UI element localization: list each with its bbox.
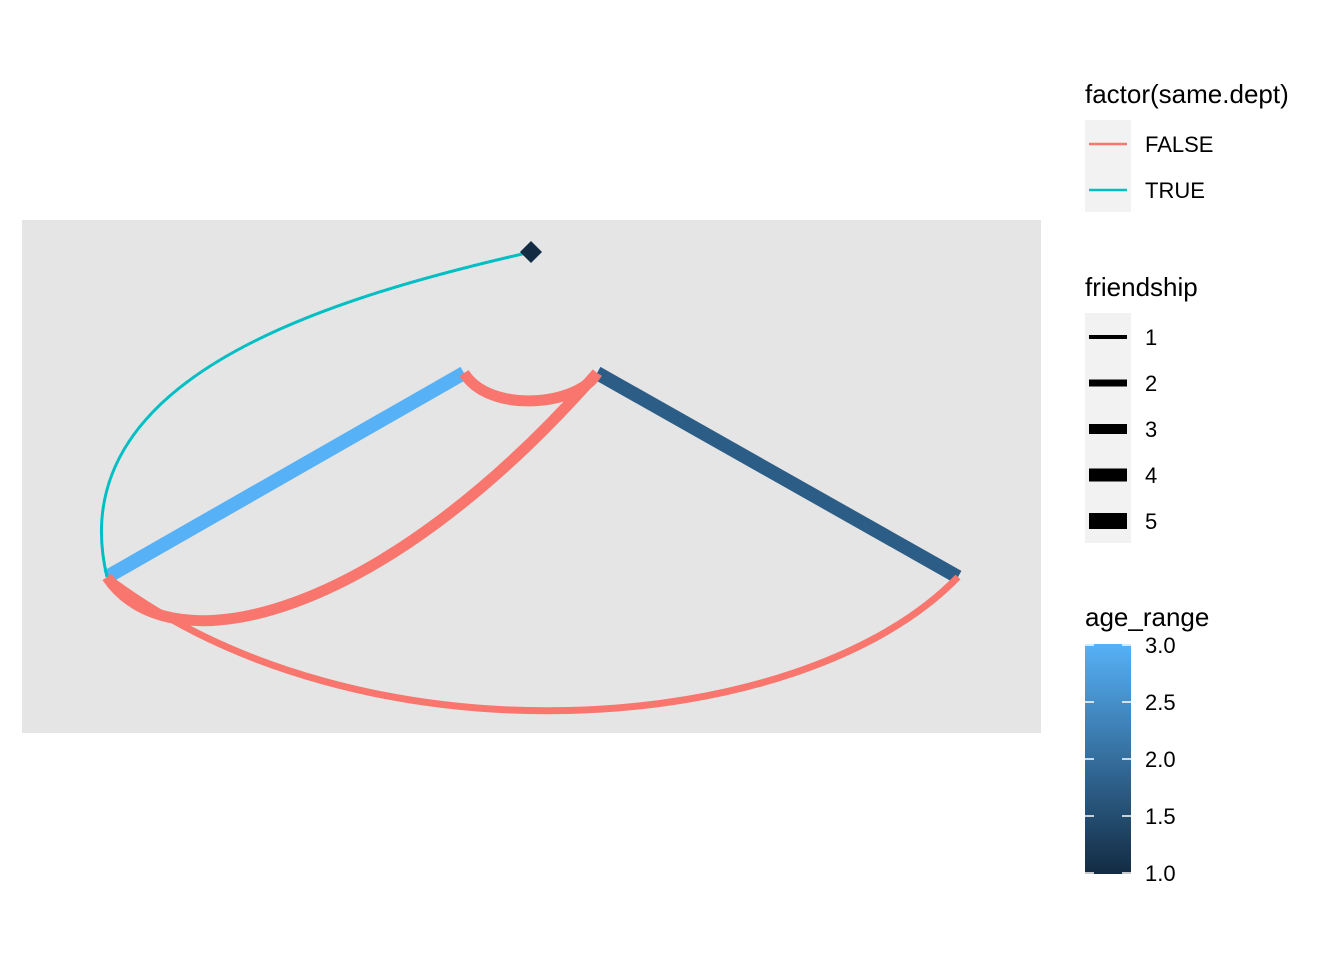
colorbar-label-1-0: 1.0: [1145, 861, 1176, 886]
edge-a-e: [99, 250, 532, 578]
node-layer: [520, 241, 542, 263]
legend-label-friendship-4: 4: [1145, 463, 1157, 488]
legend-friendship-title: friendship: [1085, 272, 1198, 302]
legend-label-friendship-2: 2: [1145, 371, 1157, 396]
edge-a-c: [102, 369, 602, 627]
edge-layer: [99, 250, 962, 715]
plot-panel: [22, 220, 1041, 733]
legend-label-friendship-1: 1: [1145, 325, 1157, 350]
legend-label-true: TRUE: [1145, 178, 1205, 203]
colorbar-label-2-5: 2.5: [1145, 690, 1176, 715]
edge-a-b: [103, 366, 468, 584]
legend-label-friendship-3: 3: [1145, 417, 1157, 442]
colorbar-ticks: [1085, 644, 1131, 874]
edge-a-d: [104, 574, 961, 715]
legend-key-bg: [1085, 120, 1131, 212]
legend-age-range-title: age_range: [1085, 602, 1209, 632]
colorbar-label-2-0: 2.0: [1145, 747, 1176, 772]
legend-label-false: FALSE: [1145, 132, 1213, 157]
legend-same-dept: factor(same.dept) FALSE TRUE: [1085, 79, 1289, 212]
colorbar-label-3-0: 3.0: [1145, 633, 1176, 658]
legend-age-range: age_range 3.0 2.5 2.0 1.5 1.0: [1085, 602, 1209, 886]
legend-same-dept-title: factor(same.dept): [1085, 79, 1289, 109]
edge-c-d: [593, 366, 962, 584]
legend-label-friendship-5: 5: [1145, 509, 1157, 534]
legend-friendship: friendship 1 2 3 4 5: [1085, 272, 1198, 543]
colorbar-label-1-5: 1.5: [1145, 804, 1176, 829]
node-e-diamond: [520, 241, 542, 263]
